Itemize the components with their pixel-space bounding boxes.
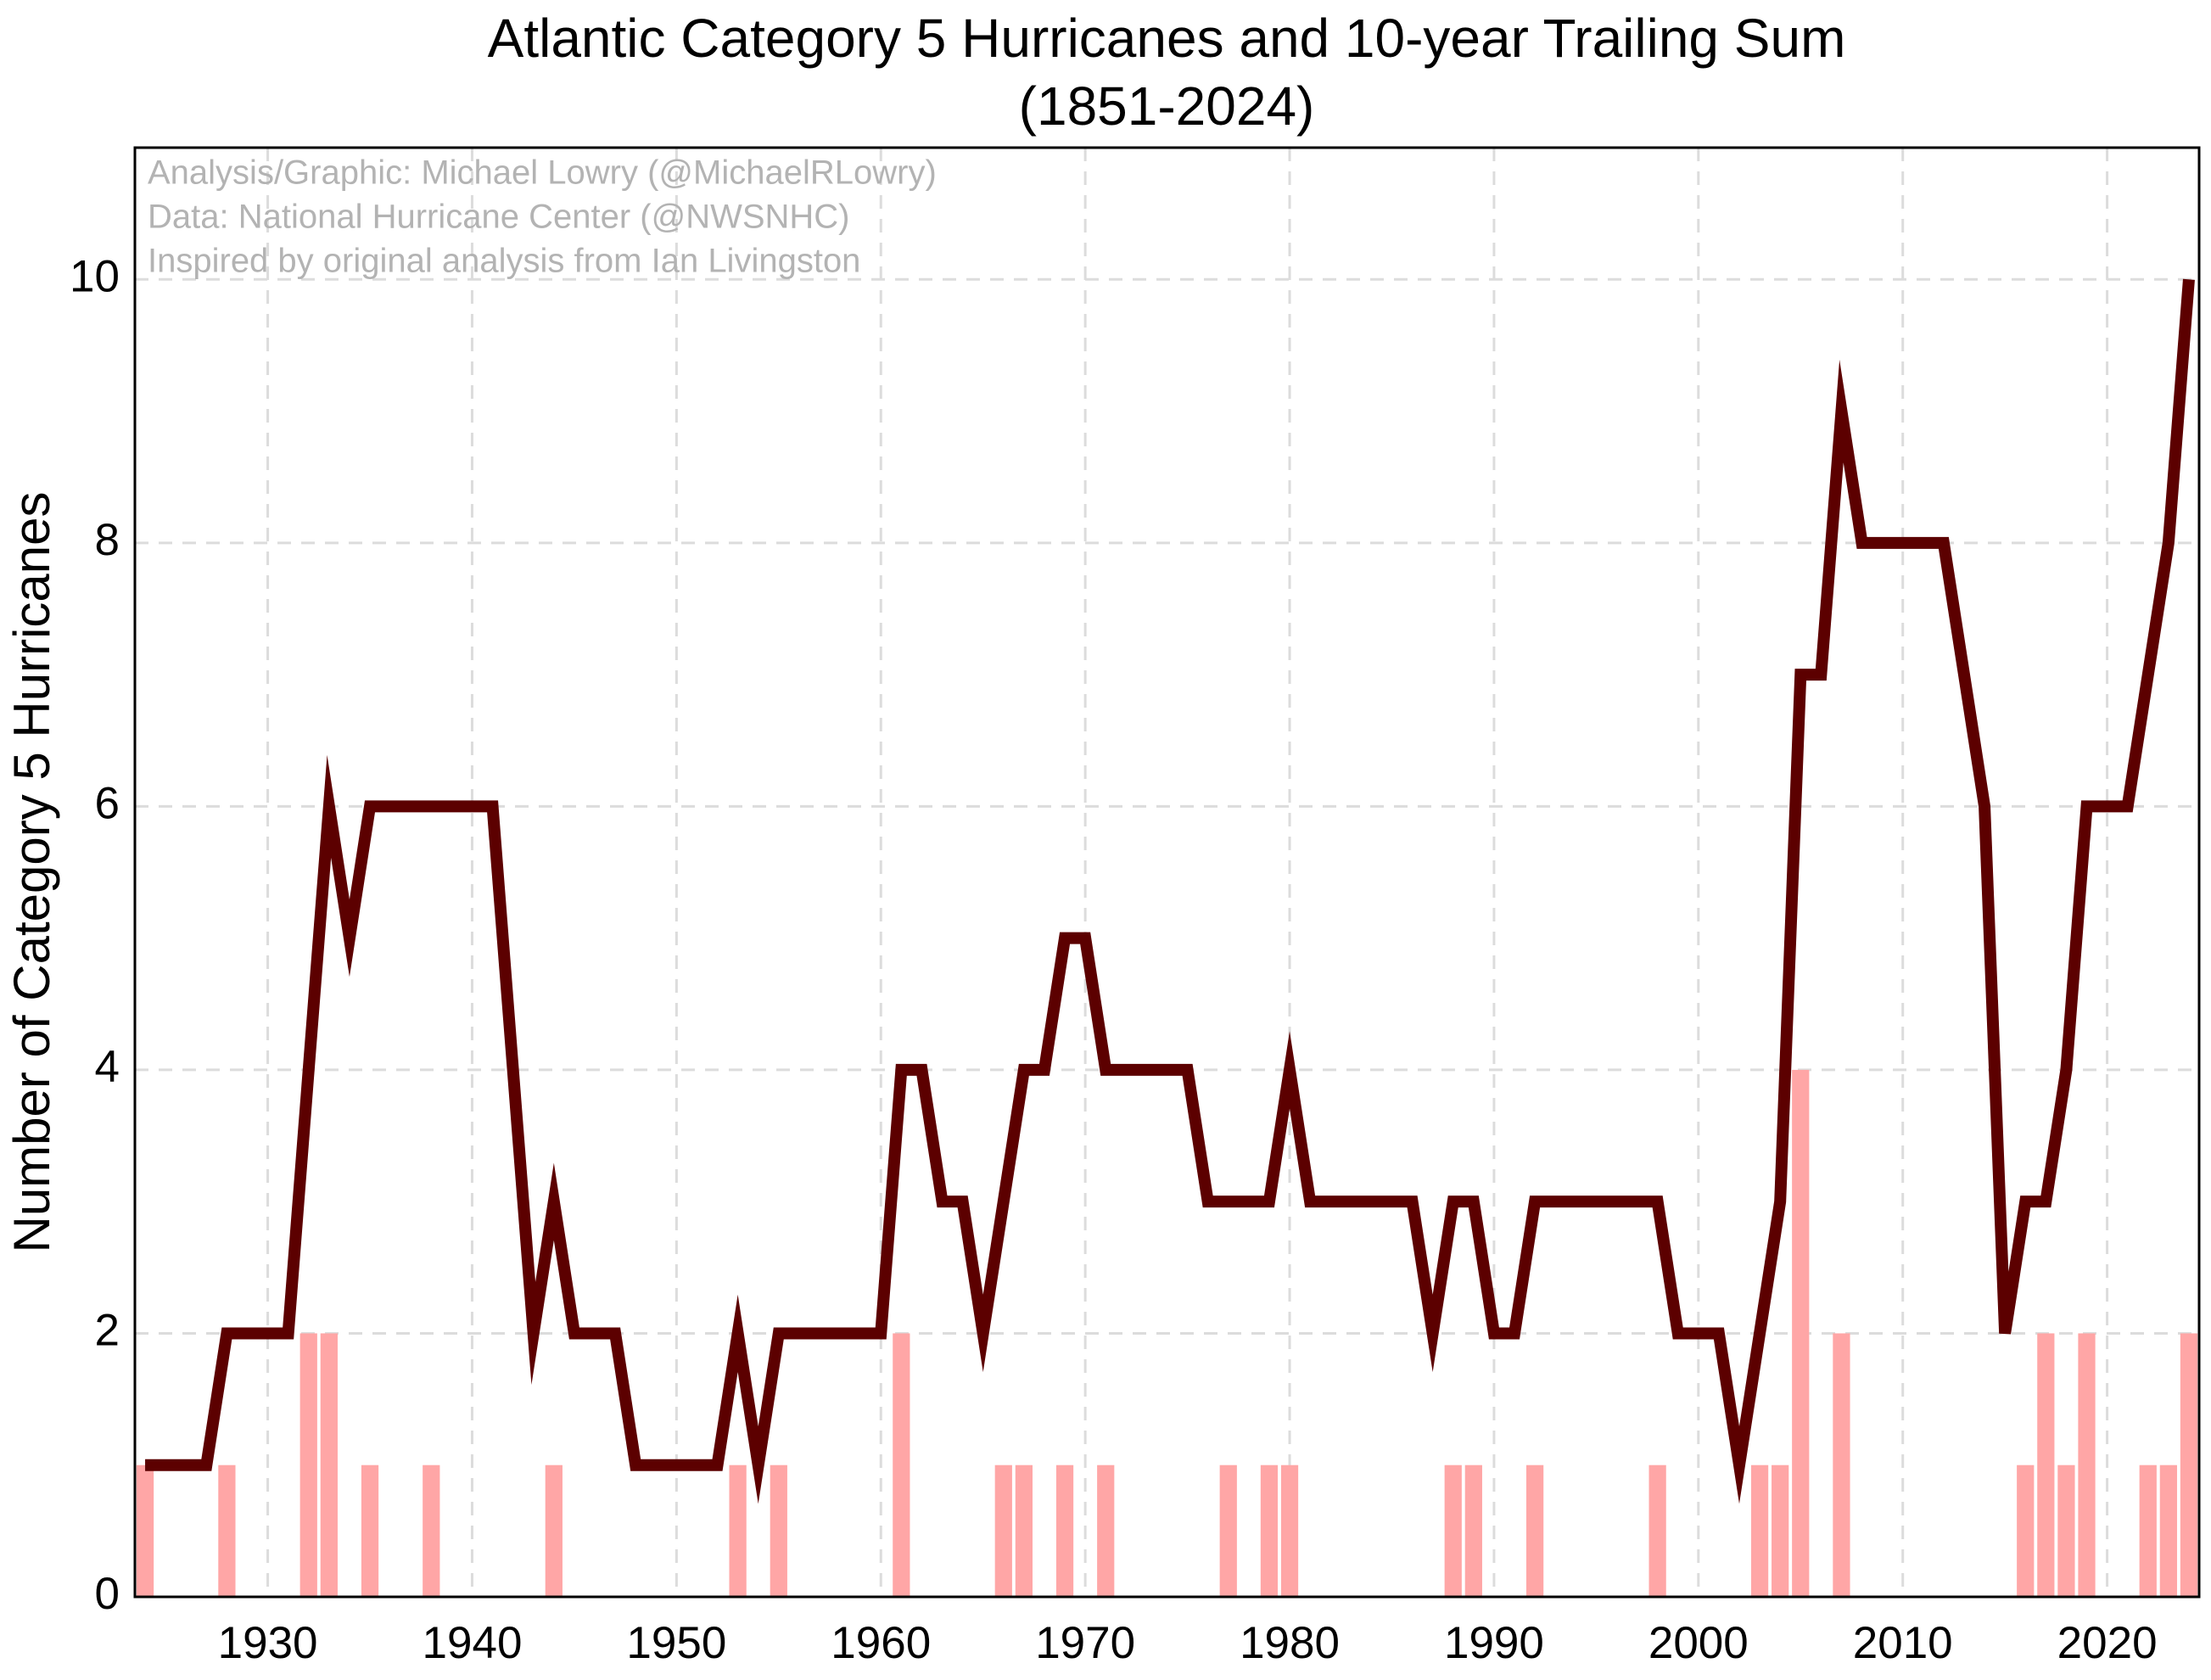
bar: [1015, 1464, 1033, 1597]
bar: [1219, 1464, 1237, 1597]
bar: [1097, 1464, 1115, 1597]
bar: [2159, 1464, 2177, 1597]
y-tick-label: 6: [95, 778, 120, 828]
y-tick-label: 0: [95, 1569, 120, 1619]
bar: [2037, 1333, 2055, 1597]
x-tick-label: 1950: [626, 1618, 726, 1668]
annotation: Data: National Hurricane Center (@NWSNHC…: [148, 199, 850, 236]
bar: [1280, 1464, 1299, 1597]
bar: [729, 1464, 747, 1597]
bar: [1260, 1464, 1279, 1597]
bar: [1444, 1464, 1462, 1597]
x-tick-label: 1980: [1240, 1618, 1340, 1668]
x-tick-label: 1940: [423, 1618, 523, 1668]
bar: [1833, 1333, 1850, 1597]
annotation: Inspired by original analysis from Ian L…: [148, 243, 860, 280]
y-axis-label: Number of Category 5 Hurricanes: [3, 491, 60, 1252]
bar: [1464, 1464, 1482, 1597]
chart-subtitle: (1851-2024): [1019, 76, 1315, 137]
x-tick-label: 2000: [1648, 1618, 1749, 1668]
bar: [1792, 1069, 1810, 1597]
y-tick-label: 4: [95, 1042, 120, 1092]
x-tick-label: 2020: [2057, 1618, 2158, 1668]
y-tick-label: 2: [95, 1305, 120, 1355]
bar: [2078, 1333, 2096, 1597]
bar: [423, 1464, 440, 1597]
trailing-sum-line: [145, 278, 2195, 1504]
x-tick-label: 1960: [831, 1618, 931, 1668]
bar: [320, 1333, 338, 1597]
y-tick-label: 8: [95, 515, 120, 565]
bar: [2180, 1333, 2198, 1597]
bar: [1772, 1464, 1789, 1597]
bar: [2139, 1464, 2157, 1597]
bar: [1750, 1464, 1769, 1597]
x-tick-label: 2010: [1853, 1618, 1953, 1668]
bar: [545, 1464, 563, 1597]
bar: [770, 1464, 787, 1597]
bar: [893, 1333, 910, 1597]
bar: [136, 1464, 154, 1597]
bar: [218, 1464, 236, 1597]
bar: [1525, 1464, 1544, 1597]
bar: [299, 1333, 317, 1597]
x-tick-label: 1990: [1444, 1618, 1544, 1668]
annotation: Analysis/Graphic: Michael Lowry (@Michae…: [148, 154, 937, 192]
plot-frame: [133, 146, 2201, 1599]
x-tick-label: 1970: [1035, 1618, 1135, 1668]
bar: [361, 1464, 379, 1597]
bar: [2057, 1464, 2075, 1597]
y-tick-label: 10: [70, 251, 120, 301]
chart-title: Atlantic Category 5 Hurricanes and 10-ye…: [488, 8, 1846, 69]
x-tick-label: 1930: [218, 1618, 318, 1668]
bar: [2017, 1464, 2035, 1597]
bar: [1648, 1464, 1666, 1597]
bar: [1055, 1464, 1074, 1597]
bar: [994, 1464, 1012, 1597]
